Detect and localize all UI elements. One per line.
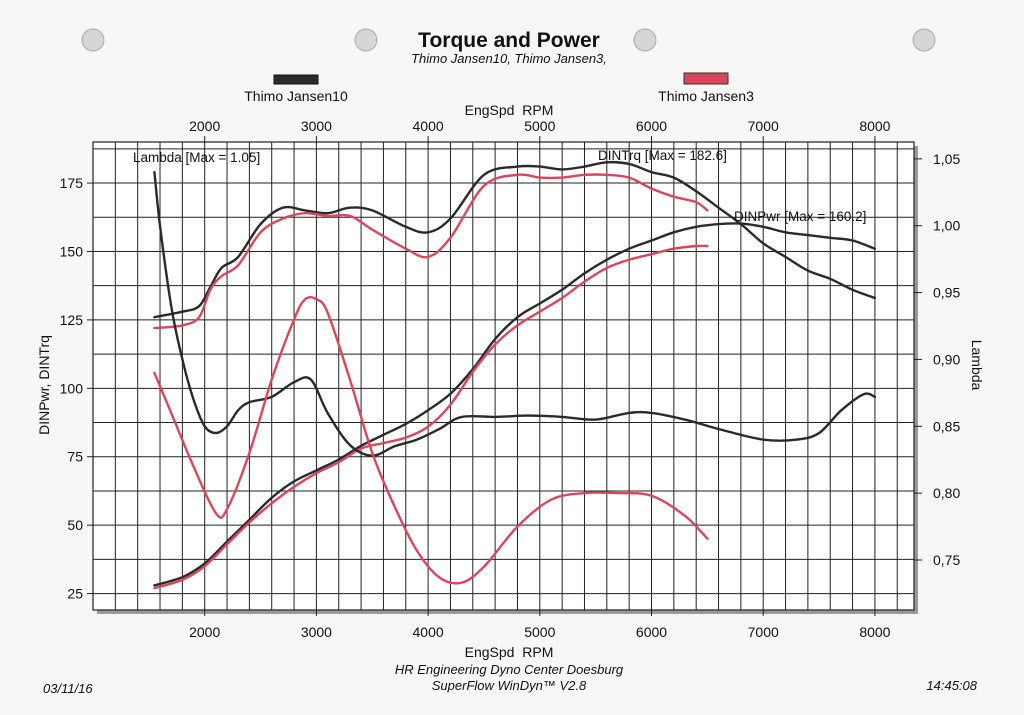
y-tick-label-left: 100	[60, 380, 84, 396]
lambda-max-annotation: Lambda [Max = 1.05]	[133, 150, 260, 165]
y2-tick-label-right: 0,75	[933, 552, 960, 568]
x-tick-label-bottom: 2000	[189, 624, 220, 640]
x-tick-label-bottom: 7000	[748, 624, 779, 640]
y-axis-title-right: Lambda	[969, 340, 985, 391]
x-tick-label-bottom: 5000	[524, 624, 555, 640]
grid	[87, 136, 922, 616]
x-axis-title-top: EngSpd RPM	[465, 102, 554, 118]
x-tick-label-top: 5000	[524, 118, 555, 134]
punch-hole-2	[354, 28, 378, 52]
legend-swatch-jansen10	[273, 74, 319, 85]
series	[153, 160, 877, 590]
y2-tick-label-right: 0,80	[933, 485, 960, 501]
punch-hole-3	[633, 28, 657, 52]
y-tick-label-left: 75	[67, 449, 83, 465]
torque-max-annotation: DINTrq [Max = 182.6]	[598, 148, 727, 163]
y2-tick-label-right: 1,00	[933, 218, 960, 234]
x-tick-label-top: 7000	[748, 118, 779, 134]
legend-swatch-jansen3	[683, 72, 729, 85]
y-tick-label-left: 125	[60, 312, 84, 328]
legend-label-jansen3: Thimo Jansen3	[658, 88, 754, 104]
dintrq-line-thimo-jansen3	[153, 173, 709, 330]
punch-hole-4	[912, 28, 936, 52]
x-tick-label-top: 3000	[301, 118, 332, 134]
lambda-line-thimo-jansen10	[153, 171, 877, 457]
chart-title: Torque and Power	[418, 29, 600, 52]
tick-labels: 2000 2000 3000 3000 4000 4000 5000 5000 6000 6000…	[60, 118, 961, 640]
lambda-line-thimo-jansen3	[153, 295, 709, 585]
x-tick-label-bottom: 6000	[636, 624, 667, 640]
x-axis-title-bottom: EngSpd RPM	[465, 644, 554, 660]
x-tick-label-bottom: 8000	[859, 624, 890, 640]
footer-time: 14:45:08	[926, 678, 977, 693]
x-tick-label-bottom: 4000	[413, 624, 444, 640]
dinpwr-line-thimo-jansen3	[153, 244, 709, 590]
x-tick-label-top: 8000	[859, 118, 890, 134]
x-tick-label-top: 2000	[189, 118, 220, 134]
y-axis-title-left: DINPwr, DINTrq	[36, 335, 52, 435]
y2-tick-label-right: 0,95	[933, 285, 960, 301]
footer-center-line2: SuperFlow WinDyn™ V2.8	[432, 678, 587, 693]
y-tick-label-left: 50	[67, 517, 83, 533]
legend: Thimo Jansen10 Thimo Jansen3	[244, 72, 754, 104]
dinpwr-line-thimo-jansen10	[153, 222, 877, 587]
x-tick-label-top: 6000	[636, 118, 667, 134]
footer-date: 03/11/16	[43, 681, 93, 696]
footer-center-line1: HR Engineering Dyno Center Doesburg	[395, 662, 624, 677]
legend-label-jansen10: Thimo Jansen10	[244, 88, 348, 104]
x-tick-label-bottom: 3000	[301, 624, 332, 640]
y2-tick-label-right: 1,05	[933, 151, 960, 167]
punch-hole-1	[81, 28, 105, 52]
y-tick-label-left: 150	[60, 243, 84, 259]
y-tick-label-left: 25	[67, 586, 83, 602]
x-tick-label-top: 4000	[413, 118, 444, 134]
y2-tick-label-right: 0,85	[933, 418, 960, 434]
y-tick-label-left: 175	[60, 175, 84, 191]
chart-subtitle: Thimo Jansen10, Thimo Jansen3,	[411, 51, 607, 66]
dintrq-line-thimo-jansen10	[153, 160, 877, 319]
power-max-annotation: DINPwr [Max = 160.2]	[734, 209, 866, 224]
y2-tick-label-right: 0,90	[933, 351, 960, 367]
plot-background	[92, 141, 915, 611]
